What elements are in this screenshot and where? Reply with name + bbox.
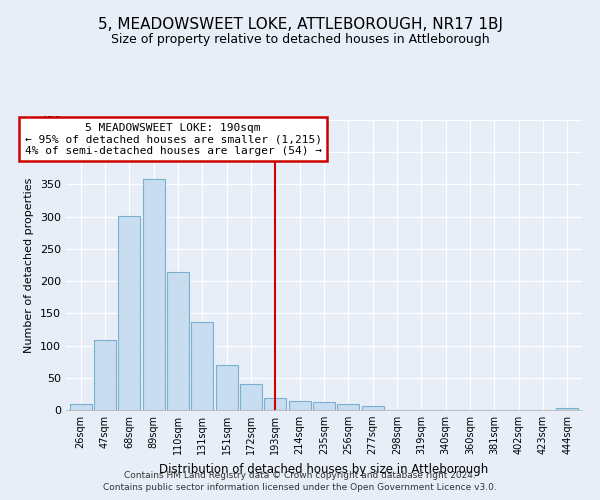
Text: Contains HM Land Registry data © Crown copyright and database right 2024.
Contai: Contains HM Land Registry data © Crown c… [103, 471, 497, 492]
Bar [94, 340, 116, 410]
Text: 5, MEADOWSWEET LOKE, ATTLEBOROUGH, NR17 1BJ: 5, MEADOWSWEET LOKE, ATTLEBOROUGH, NR17 … [97, 18, 503, 32]
Bar [240, 384, 262, 410]
Bar [215, 365, 238, 410]
Bar [143, 180, 164, 410]
Bar [362, 406, 383, 410]
X-axis label: Distribution of detached houses by size in Attleborough: Distribution of detached houses by size … [160, 462, 488, 475]
Bar [289, 401, 311, 410]
Bar [337, 404, 359, 410]
Y-axis label: Number of detached properties: Number of detached properties [25, 178, 34, 352]
Text: 5 MEADOWSWEET LOKE: 190sqm
← 95% of detached houses are smaller (1,215)
4% of se: 5 MEADOWSWEET LOKE: 190sqm ← 95% of deta… [25, 122, 322, 156]
Bar [313, 402, 335, 410]
Bar [265, 398, 286, 410]
Text: Size of property relative to detached houses in Attleborough: Size of property relative to detached ho… [110, 32, 490, 46]
Bar [118, 216, 140, 410]
Bar [191, 322, 213, 410]
Bar [556, 408, 578, 410]
Bar [167, 272, 189, 410]
Bar [70, 404, 92, 410]
